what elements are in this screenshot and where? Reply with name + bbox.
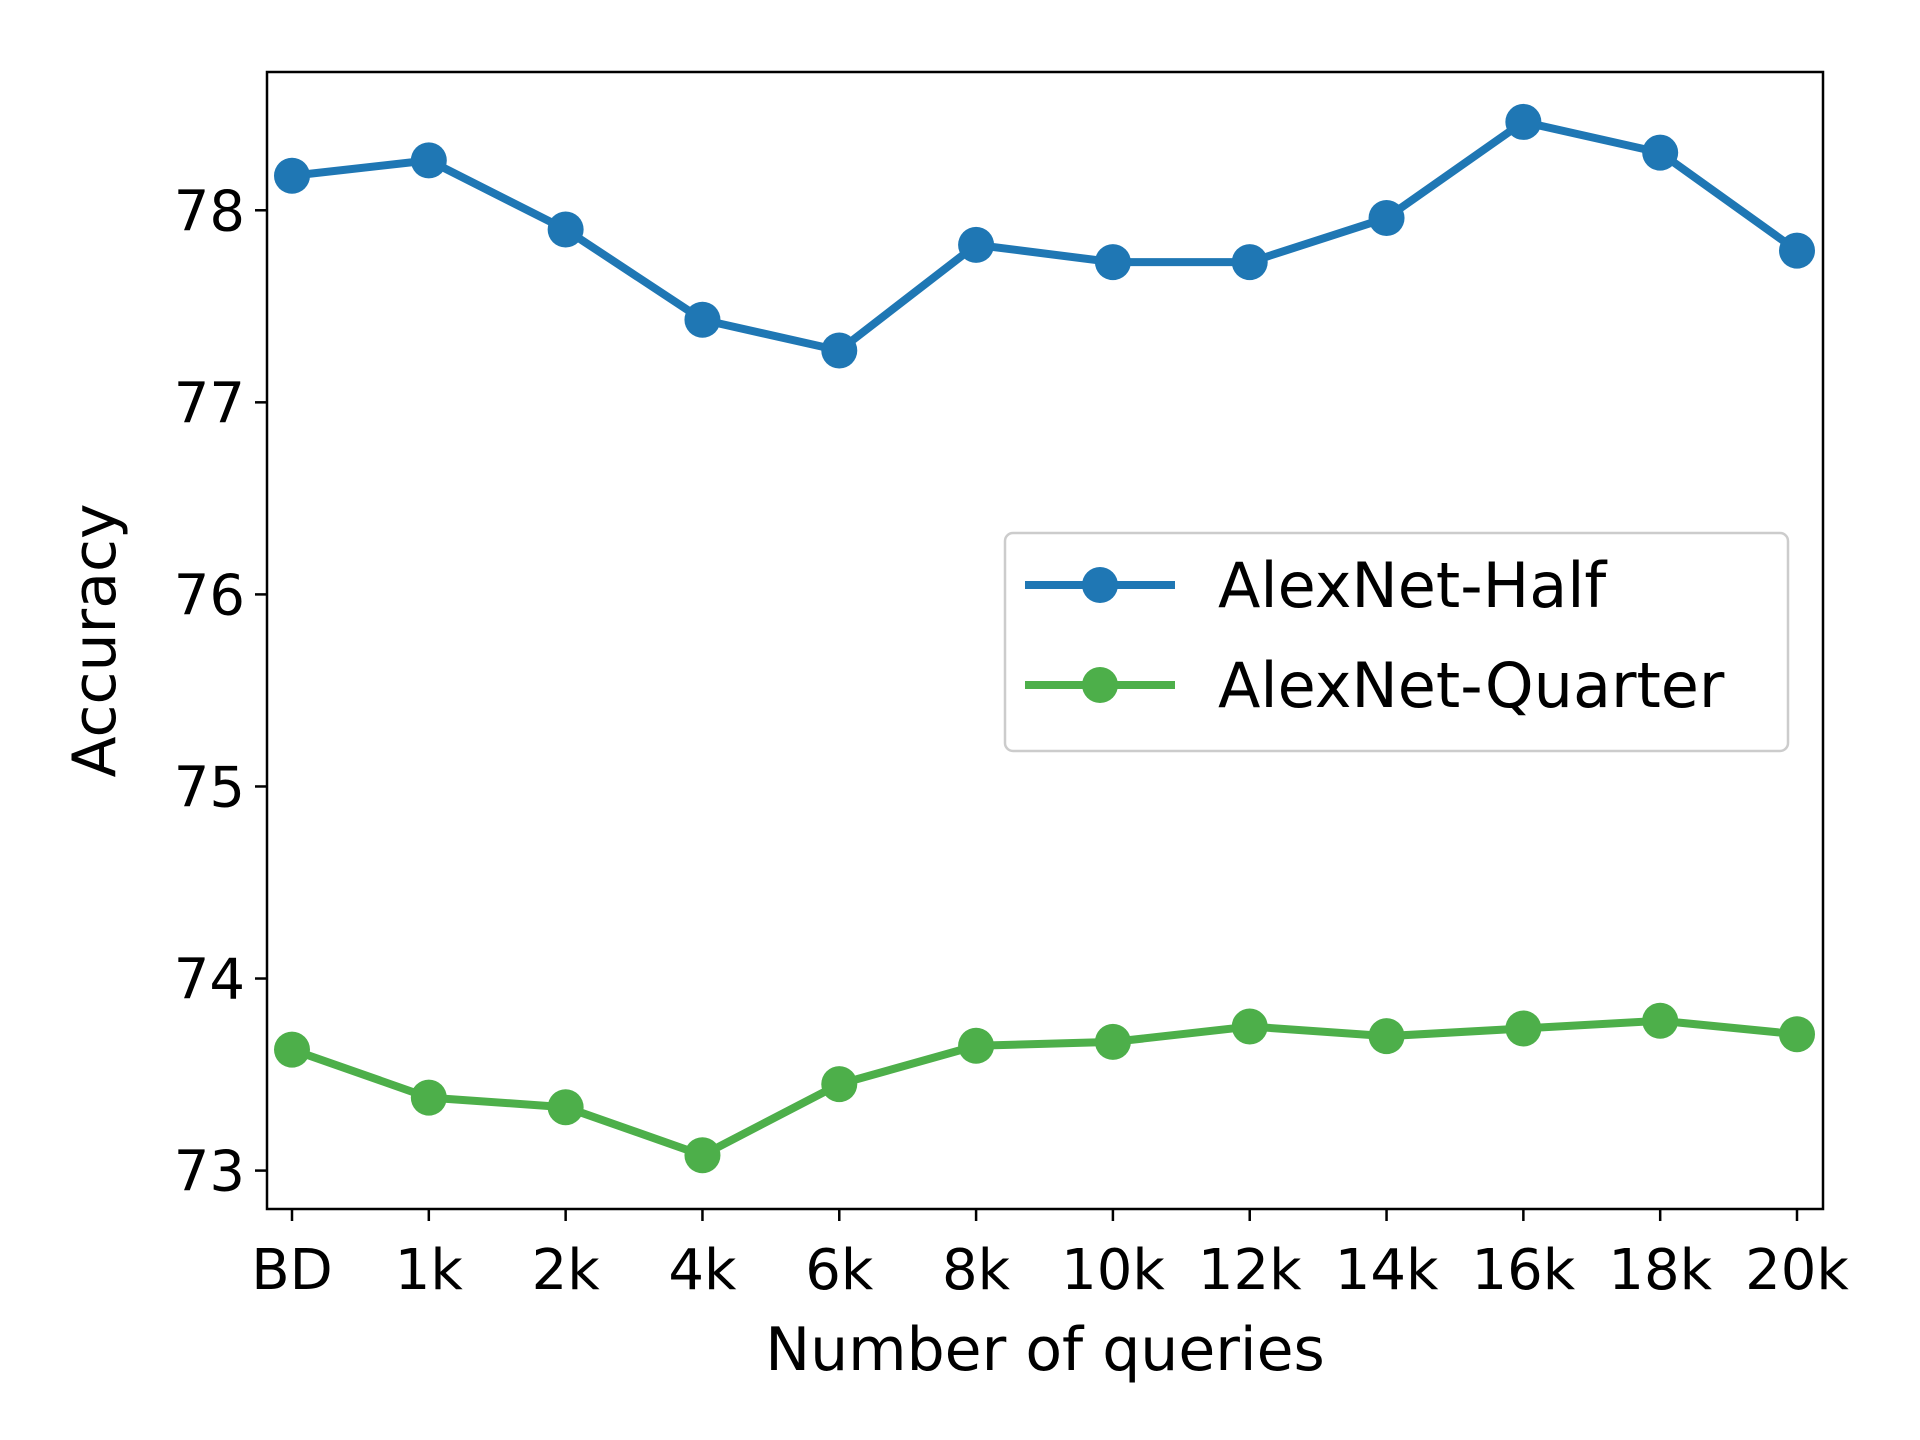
- legend: AlexNet-Half AlexNet-Quarter: [1003, 531, 1790, 753]
- legend-label: AlexNet-Quarter: [1218, 649, 1725, 722]
- series-point-1: [1094, 1023, 1131, 1060]
- legend-swatch-marker: [1082, 567, 1118, 603]
- y-tick-label: 73: [174, 1140, 245, 1205]
- x-tick-label: 18k: [1608, 1238, 1712, 1303]
- series-point-0: [1505, 103, 1542, 140]
- series-point-0: [821, 332, 858, 369]
- series-point-1: [1642, 1002, 1679, 1039]
- series-point-1: [1368, 1018, 1405, 1055]
- series-line-1: [290, 1016, 1798, 1160]
- x-tick-label: 4k: [668, 1238, 737, 1303]
- y-axis-title: Accuracy: [60, 504, 130, 778]
- series-point-1: [684, 1137, 721, 1174]
- series-layer: [274, 103, 1815, 1174]
- x-axis-title: Number of queries: [765, 1315, 1325, 1385]
- series-point-1: [410, 1079, 447, 1116]
- series-point-0: [1368, 199, 1405, 236]
- x-tick-label: 6k: [805, 1238, 874, 1303]
- y-tick-label: 77: [174, 371, 245, 436]
- series-point-1: [1231, 1008, 1268, 1045]
- series-point-0: [1779, 232, 1815, 269]
- y-tick-label: 75: [174, 755, 245, 820]
- series-point-0: [1642, 134, 1679, 171]
- series-point-0: [410, 142, 447, 179]
- series-point-0: [684, 301, 721, 338]
- series-point-0: [1094, 244, 1131, 281]
- x-tick-label: 2k: [532, 1238, 601, 1303]
- series-point-1: [1505, 1010, 1542, 1047]
- x-tick-label: 10k: [1061, 1238, 1165, 1303]
- legend-label: AlexNet-Half: [1218, 549, 1608, 622]
- y-tick-label: 78: [174, 179, 245, 244]
- x-tick-label: 1k: [395, 1238, 464, 1303]
- plot-frame: [265, 70, 1825, 1211]
- x-tick-label: 14k: [1335, 1238, 1439, 1303]
- series-point-0: [958, 226, 995, 263]
- y-tick-label: 74: [174, 948, 245, 1013]
- legend-swatch-marker: [1082, 667, 1118, 703]
- x-tick-label: 8k: [942, 1238, 1011, 1303]
- legend-box: [1003, 531, 1790, 753]
- series-point-1: [821, 1066, 858, 1103]
- series-point-0: [274, 157, 310, 194]
- x-tick-label: 16k: [1472, 1238, 1576, 1303]
- series-point-1: [547, 1089, 584, 1126]
- series-point-1: [958, 1027, 995, 1064]
- x-tick-label: BD: [251, 1238, 333, 1303]
- y-tick-label: 76: [174, 563, 245, 628]
- series-point-0: [547, 211, 584, 248]
- series-point-1: [274, 1031, 310, 1068]
- x-tick-label: 20k: [1745, 1238, 1849, 1303]
- x-tick-label: 12k: [1198, 1238, 1302, 1303]
- axes-layer: BD 1k 2k 4k 6k 8k 10k 12k 14k 16k 18k 20k 73 74 75 76 77…: [174, 70, 1849, 1303]
- series-point-1: [1779, 1016, 1815, 1053]
- series-point-0: [1231, 244, 1268, 281]
- series-line-0: [291, 117, 1800, 355]
